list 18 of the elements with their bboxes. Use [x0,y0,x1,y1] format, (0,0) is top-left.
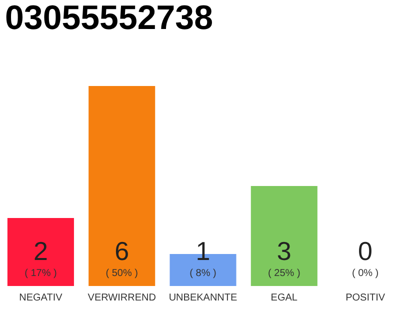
x-tick-label: NEGATIV [19,292,63,304]
bar [7,218,74,286]
x-tick-label: POSITIV [346,292,386,304]
data-label: ( 17% ) [24,268,57,279]
data-label: ( 0% ) [352,268,379,279]
data-label: ( 8% ) [190,268,216,279]
x-tick-label: UNBEKANNTE [168,292,238,304]
data-label: ( 50% ) [106,268,138,279]
x-tick-label: EGAL [270,292,298,304]
data-label: ( 25% ) [268,268,300,279]
annotation: 0 [358,236,373,266]
bar [250,186,318,286]
annotation: 3 [276,236,292,266]
bar [88,86,156,286]
annotation: 6 [114,236,130,266]
x-tick-label: VERWIRREND [88,292,156,304]
chart-title: 03055552738 [5,0,214,37]
annotation: 2 [33,236,48,266]
